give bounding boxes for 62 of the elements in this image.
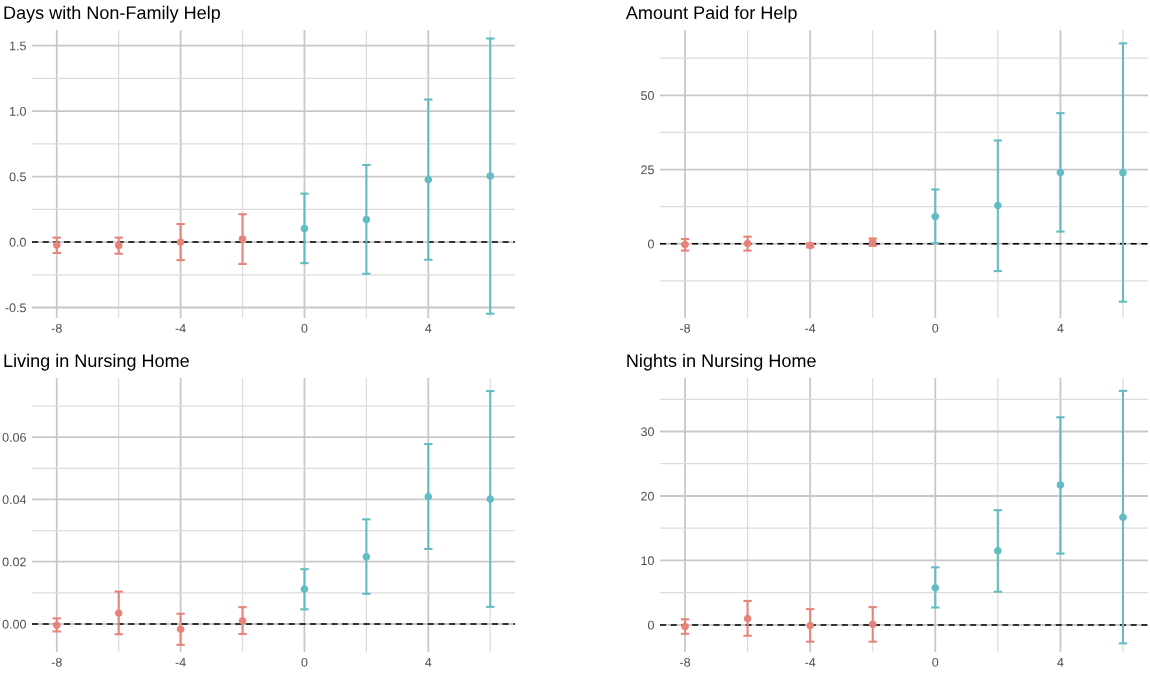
point — [424, 175, 433, 184]
x-tick-label: -4 — [175, 658, 186, 667]
y-tick-label: 0.02 — [2, 557, 26, 567]
y-tick-label: 30 — [641, 427, 654, 437]
y-tick-label: 10 — [641, 556, 654, 566]
point — [1119, 169, 1127, 177]
point — [300, 585, 309, 593]
chart-title: Nights in Nursing Home — [627, 353, 816, 371]
y-tick-label: 1.0 — [10, 106, 26, 116]
x-tick-label: -4 — [805, 658, 816, 667]
point — [931, 212, 940, 221]
point — [362, 552, 371, 561]
point — [931, 583, 940, 592]
y-tick-label: 25 — [641, 165, 654, 175]
x-tick-label: -8 — [680, 657, 691, 667]
x-tick-label: 0 — [932, 323, 939, 333]
x-tick-label: 0 — [932, 657, 939, 667]
point — [486, 172, 495, 180]
chart-title: Living in Nursing Home — [4, 353, 189, 371]
point — [743, 614, 752, 623]
point — [486, 495, 495, 503]
point — [176, 625, 185, 634]
y-tick-label: 0.06 — [2, 432, 26, 442]
point — [362, 215, 371, 224]
x-tick-label: 0 — [301, 657, 308, 667]
y-tick-label: 20 — [641, 491, 654, 501]
x-tick-label: -8 — [51, 323, 62, 333]
x-tick-label: 4 — [1057, 324, 1064, 333]
y-tick-label: 0.0 — [9, 237, 26, 247]
point — [868, 620, 877, 629]
point — [114, 241, 123, 250]
x-tick-label: 0 — [301, 323, 308, 333]
point — [1056, 168, 1065, 177]
point — [176, 238, 185, 246]
point — [300, 224, 309, 233]
point — [994, 201, 1002, 210]
y-tick-label: 0 — [647, 239, 654, 249]
x-tick-label: 4 — [1057, 658, 1064, 667]
y-tick-label: 50 — [641, 91, 654, 100]
point — [1119, 513, 1127, 522]
point — [114, 609, 123, 617]
x-tick-label: 4 — [425, 658, 432, 667]
y-tick-label: -0.5 — [5, 303, 26, 313]
x-tick-label: -4 — [805, 324, 816, 333]
point — [994, 547, 1002, 555]
y-tick-label: 0.00 — [2, 619, 26, 629]
y-tick-label: 1.5 — [10, 41, 26, 51]
point — [424, 492, 433, 501]
point — [52, 241, 61, 249]
y-tick-label: 0 — [647, 620, 654, 630]
x-tick-label: 4 — [425, 324, 432, 333]
chart-title: Amount Paid for Help — [625, 5, 797, 23]
x-tick-label: -8 — [680, 323, 691, 333]
x-tick-label: -8 — [51, 657, 62, 667]
x-tick-label: -4 — [175, 324, 186, 333]
y-tick-label: 0.5 — [9, 172, 26, 182]
chart-title: Days with Non-Family Help — [4, 5, 220, 23]
point — [238, 617, 247, 625]
y-tick-label: 0.04 — [2, 495, 27, 505]
point — [806, 621, 814, 630]
point — [1056, 481, 1065, 489]
point — [238, 235, 247, 243]
